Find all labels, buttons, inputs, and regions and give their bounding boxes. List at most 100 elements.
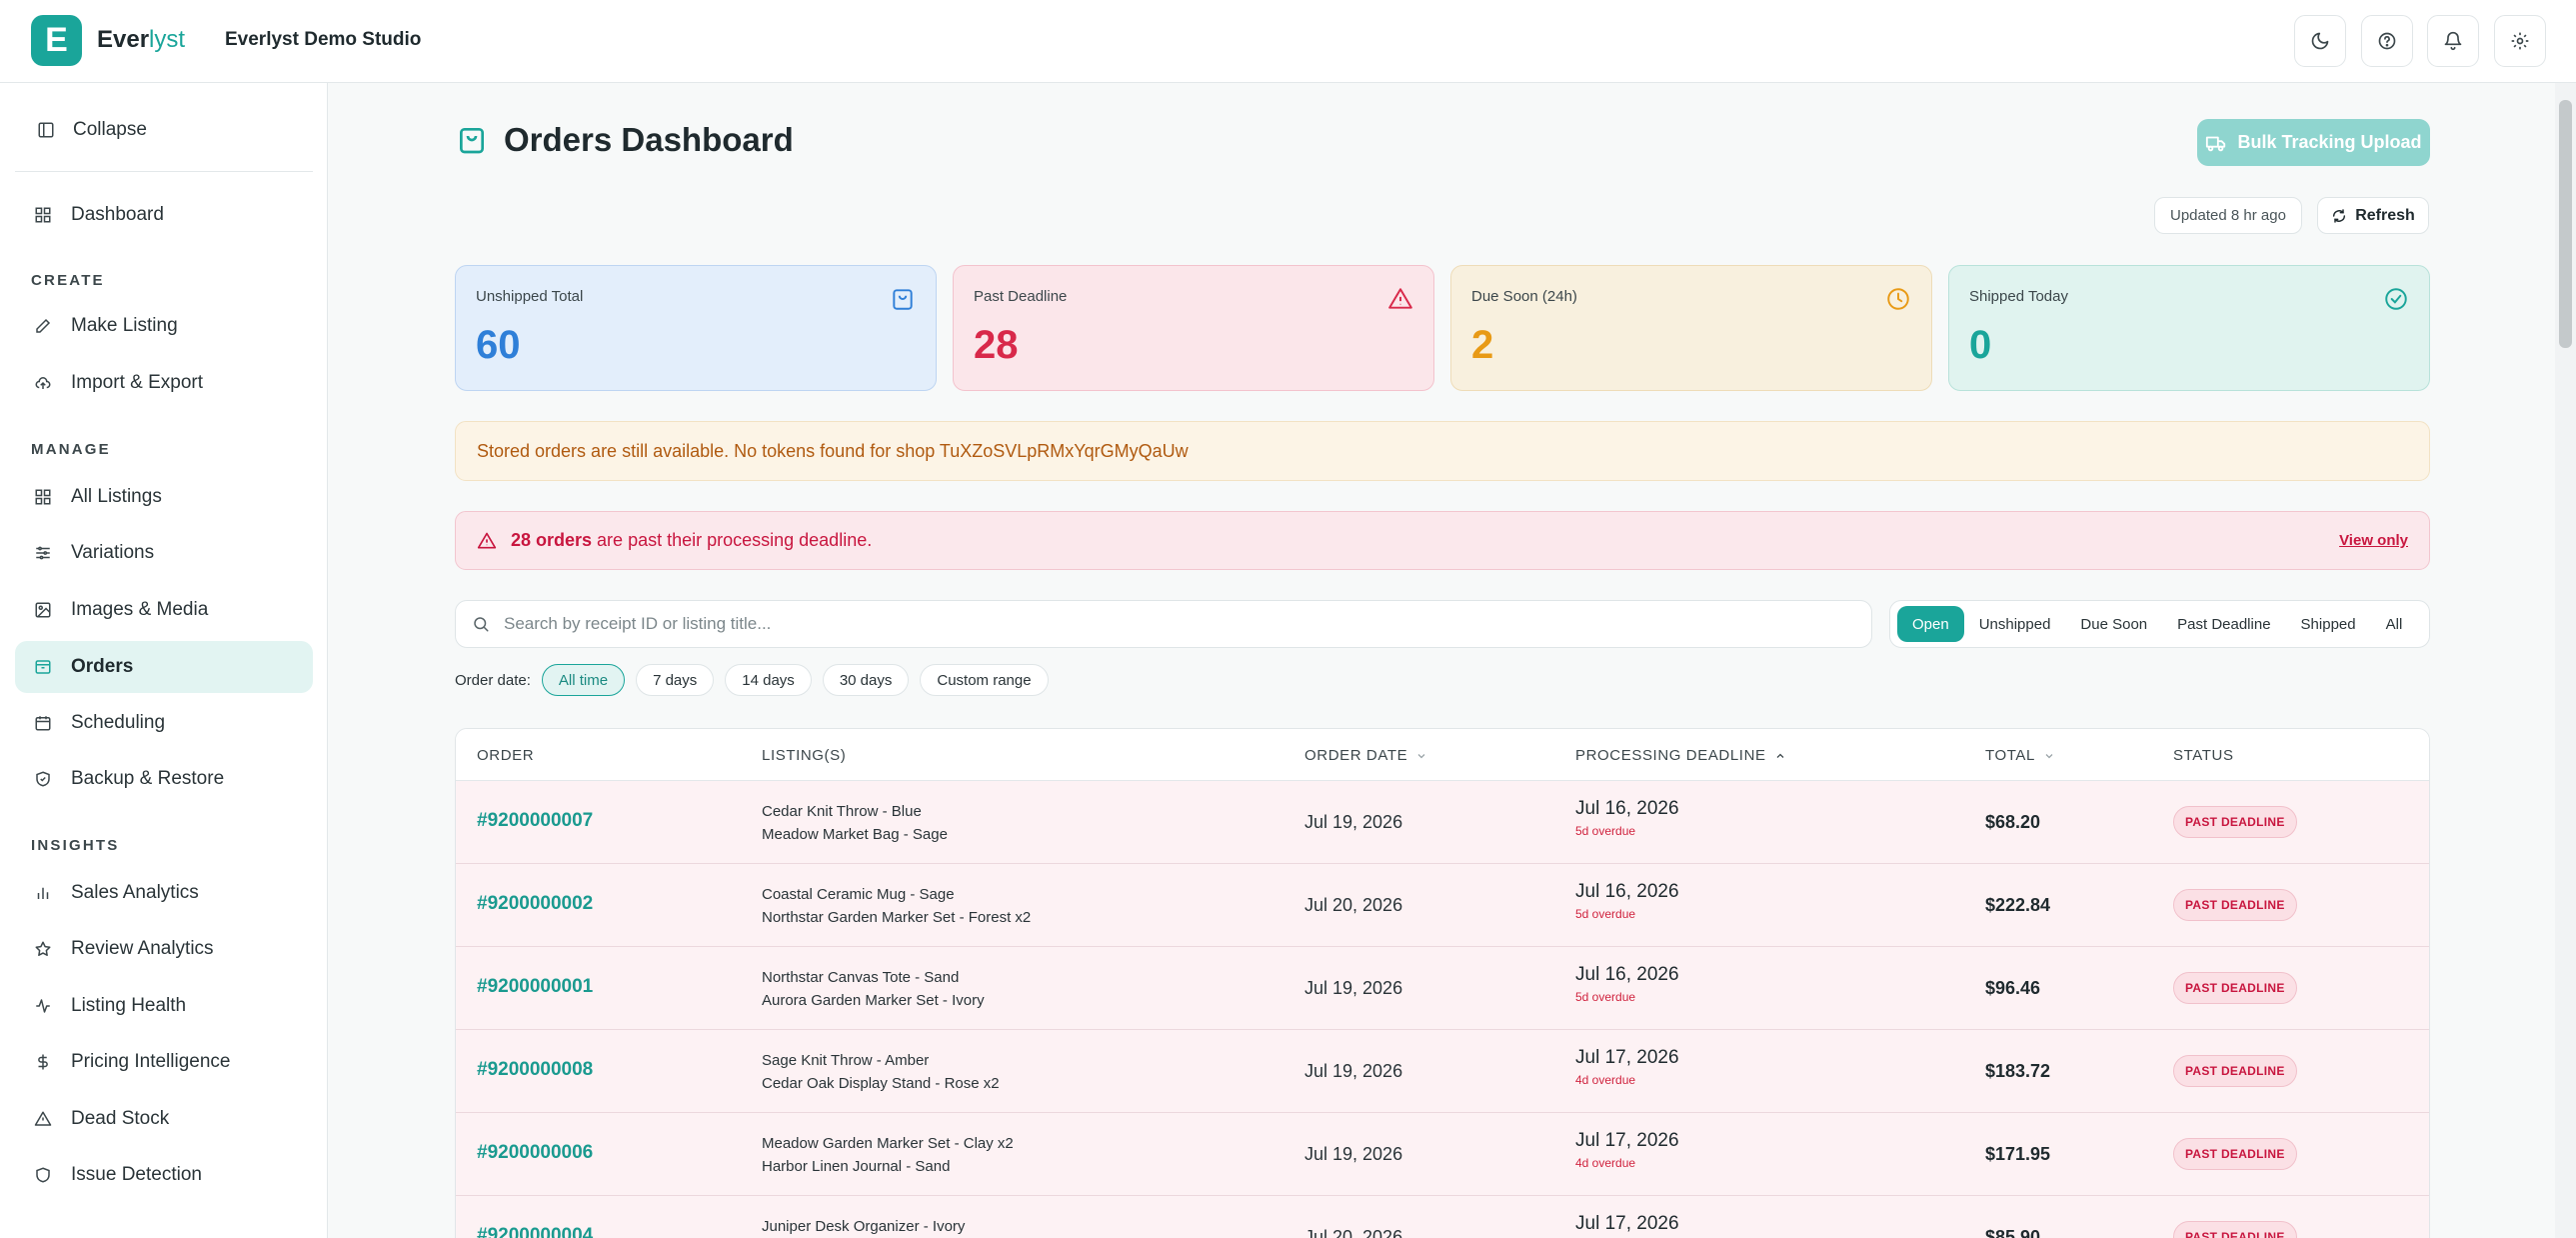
- processing-deadline: Jul 17, 2026: [1575, 1213, 1679, 1235]
- sidebar-item-variations[interactable]: Variations: [15, 527, 313, 579]
- listing-titles: Northstar Canvas Tote - Sand Aurora Garde…: [762, 966, 985, 1012]
- tab-unshipped[interactable]: Unshipped: [1978, 615, 2051, 633]
- alert-message: 28 orders are past their processing dead…: [511, 530, 872, 551]
- sidebar-item-label: Dead Stock: [71, 1108, 170, 1129]
- listing-title: Harbor Linen Journal - Sand: [762, 1158, 951, 1175]
- date-chip-custom-range[interactable]: Custom range: [920, 664, 1049, 696]
- sidebar-item-label: All Listings: [71, 486, 162, 507]
- search-icon: [474, 617, 489, 632]
- stat-card-unshipped[interactable]: Unshipped Total 60: [455, 265, 937, 391]
- refresh-label: Refresh: [2355, 206, 2415, 224]
- listing-titles: Sage Knit Throw - Amber Cedar Oak Display…: [762, 1049, 1000, 1095]
- sidebar-item-label: Sales Analytics: [71, 882, 199, 903]
- sidebar-item-listing-health[interactable]: Listing Health: [15, 980, 313, 1032]
- sidebar-item-all-listings[interactable]: All Listings: [15, 471, 313, 523]
- page-scrollbar[interactable]: [2555, 83, 2576, 1238]
- table-row[interactable]: #9200000008 Sage Knit Throw - Amber Cedar…: [456, 1030, 2429, 1113]
- column-label: PROCESSING DEADLINE: [1575, 747, 1766, 764]
- scrollbar-thumb[interactable]: [2559, 100, 2572, 348]
- stat-card-past-deadline[interactable]: Past Deadline 28: [953, 265, 1434, 391]
- column-label: TOTAL: [1985, 747, 2035, 764]
- table-row[interactable]: #9200000007 Cedar Knit Throw - Blue Meado…: [456, 781, 2429, 864]
- tab-due-soon[interactable]: Due Soon: [2080, 615, 2148, 633]
- order-id-link[interactable]: #9200000004: [477, 1225, 594, 1238]
- view-only-link[interactable]: View only: [2339, 532, 2408, 549]
- order-id-link[interactable]: #9200000002: [477, 893, 594, 914]
- sidebar-item-make-listing[interactable]: Make Listing: [15, 300, 313, 352]
- stat-value: 0: [1969, 323, 1992, 367]
- order-total: $171.95: [1985, 1144, 2051, 1164]
- sidebar-item-label: Issue Detection: [71, 1164, 202, 1185]
- table-row[interactable]: #9200000001 Northstar Canvas Tote - Sand…: [456, 947, 2429, 1030]
- shield-icon: [33, 769, 53, 789]
- sidebar-item-sales-analytics[interactable]: Sales Analytics: [15, 867, 313, 919]
- warning-icon: [1388, 288, 1412, 309]
- table-row[interactable]: #9200000002 Coastal Ceramic Mug - Sage No…: [456, 864, 2429, 947]
- page-title-text: Orders Dashboard: [504, 121, 794, 158]
- tab-shipped[interactable]: Shipped: [2300, 615, 2356, 633]
- section-insights: INSIGHTS: [31, 837, 120, 854]
- truck-icon: [2206, 136, 2226, 151]
- search-input[interactable]: [504, 614, 1803, 634]
- sidebar-item-issue-detection[interactable]: Issue Detection: [15, 1149, 313, 1201]
- sidebar-item-backup-restore[interactable]: Backup & Restore: [15, 753, 313, 805]
- sidebar-item-dashboard[interactable]: Dashboard: [15, 189, 313, 241]
- section-create: CREATE: [31, 272, 105, 289]
- order-date: Jul 19, 2026: [1304, 978, 1403, 998]
- processing-deadline: Jul 16, 2026 5d overdue: [1575, 881, 1679, 921]
- sidebar-item-pricing-intelligence[interactable]: Pricing Intelligence: [15, 1036, 313, 1088]
- settings-button[interactable]: [2494, 15, 2546, 67]
- status-badge: PAST DEADLINE: [2173, 806, 2297, 838]
- listing-title: Aurora Garden Marker Set - Ivory: [762, 992, 985, 1009]
- order-total: $96.46: [1985, 978, 2041, 998]
- date-chip-all-time[interactable]: All time: [541, 664, 626, 696]
- processing-deadline: Jul 16, 2026 5d overdue: [1575, 964, 1679, 1004]
- table-header: ORDER LISTING(S) ORDER DATE PROCESSING D…: [456, 729, 2429, 781]
- tab-open[interactable]: Open: [1897, 606, 1964, 642]
- table-row[interactable]: #9200000004 Juniper Desk Organizer - Ivo…: [456, 1196, 2429, 1238]
- refresh-button[interactable]: Refresh: [2317, 197, 2429, 234]
- tab-all[interactable]: All: [2385, 615, 2403, 633]
- stat-card-due-soon[interactable]: Due Soon (24h) 2: [1450, 265, 1932, 391]
- stat-card-shipped-today[interactable]: Shipped Today 0: [1948, 265, 2430, 391]
- order-id-link[interactable]: #9200000008: [477, 1059, 594, 1080]
- sidebar-item-review-analytics[interactable]: Review Analytics: [15, 923, 313, 975]
- app-logo[interactable]: E: [31, 15, 82, 66]
- table-row[interactable]: #9200000006 Meadow Garden Marker Set - C…: [456, 1113, 2429, 1196]
- sidebar-item-label: Listing Health: [71, 995, 187, 1016]
- sidebar-item-scheduling[interactable]: Scheduling: [15, 697, 313, 749]
- bulk-tracking-upload-button[interactable]: Bulk Tracking Upload: [2197, 119, 2430, 166]
- sidebar-item-label: Images & Media: [71, 599, 209, 620]
- help-button[interactable]: [2361, 15, 2413, 67]
- column-header-order-date[interactable]: ORDER DATE: [1304, 747, 1427, 764]
- grid-icon: [33, 487, 53, 507]
- studio-name[interactable]: Everlyst Demo Studio: [225, 29, 422, 50]
- notifications-button[interactable]: [2427, 15, 2479, 67]
- sidebar-item-images-media[interactable]: Images & Media: [15, 584, 313, 636]
- deadline-date: Jul 16, 2026: [1575, 881, 1679, 902]
- column-header-total[interactable]: TOTAL: [1985, 747, 2055, 764]
- status-badge: PAST DEADLINE: [2173, 1221, 2297, 1238]
- order-id-link[interactable]: #9200000001: [477, 976, 594, 997]
- order-date: Jul 19, 2026: [1304, 812, 1403, 832]
- theme-toggle-button[interactable]: [2294, 15, 2346, 67]
- order-id-link[interactable]: #9200000007: [477, 810, 594, 831]
- sidebar: Collapse Dashboard CREATE Make Listing I…: [0, 83, 328, 1238]
- tab-past-deadline[interactable]: Past Deadline: [2177, 615, 2271, 633]
- collapse-button[interactable]: Collapse: [37, 119, 147, 141]
- order-total: $85.90: [1985, 1227, 2041, 1238]
- clock-icon: [1887, 288, 1909, 310]
- date-chip-7-days[interactable]: 7 days: [636, 664, 715, 696]
- sidebar-item-import-export[interactable]: Import & Export: [15, 357, 313, 409]
- stat-value: 2: [1471, 323, 1494, 367]
- date-chip-14-days[interactable]: 14 days: [725, 664, 812, 696]
- order-id-link[interactable]: #9200000006: [477, 1142, 594, 1163]
- sidebar-item-dead-stock[interactable]: Dead Stock: [15, 1093, 313, 1145]
- sidebar-item-label: Make Listing: [71, 315, 178, 336]
- deadline-date: Jul 17, 2026: [1575, 1213, 1679, 1234]
- top-bar: E Everlyst Everlyst Demo Studio: [0, 0, 2576, 83]
- column-header-processing-deadline[interactable]: PROCESSING DEADLINE: [1575, 747, 1786, 764]
- order-date: Jul 20, 2026: [1304, 895, 1403, 915]
- date-chip-30-days[interactable]: 30 days: [822, 664, 910, 696]
- sidebar-item-orders[interactable]: Orders: [15, 641, 313, 693]
